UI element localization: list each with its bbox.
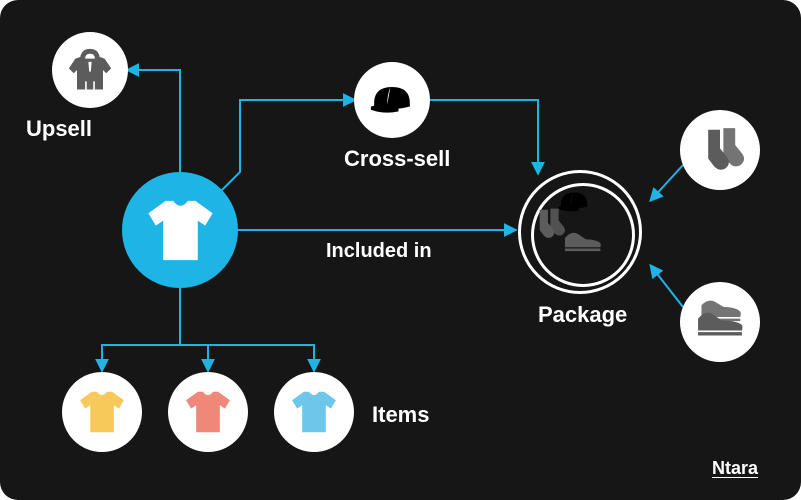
included_label: Included in: [326, 240, 432, 263]
cap-icon: [366, 74, 418, 126]
node-item1: [62, 372, 142, 452]
edge: [651, 266, 683, 307]
edge: [180, 288, 208, 370]
brand-text: Ntara: [712, 458, 758, 478]
edge: [180, 288, 314, 370]
package_label: Package: [538, 302, 627, 328]
hoodie-icon: [64, 44, 116, 96]
edge: [651, 165, 683, 200]
edge: [128, 70, 180, 172]
shoes-icon: [693, 295, 747, 349]
node-package: [518, 170, 642, 294]
brand-logo: Ntara: [712, 458, 758, 479]
tshirt-icon: [287, 385, 341, 439]
node-socks: [680, 110, 760, 190]
upsell_label: Upsell: [26, 116, 92, 142]
edge: [102, 288, 180, 370]
node-crosssell: [354, 62, 430, 138]
tshirt-white-icon: [141, 191, 220, 270]
diagram-canvas: UpsellCross-sellIncluded inPackageItems …: [0, 0, 801, 500]
items_label: Items: [372, 402, 429, 428]
socks-icon: [693, 123, 747, 177]
crosssell_label: Cross-sell: [344, 146, 450, 172]
node-upsell: [52, 32, 128, 108]
node-shoes: [680, 282, 760, 362]
node-item2: [168, 372, 248, 452]
package-item-icon: [561, 217, 603, 259]
edge: [222, 100, 354, 190]
node-central: [122, 172, 238, 288]
tshirt-icon: [181, 385, 235, 439]
tshirt-icon: [75, 385, 129, 439]
node-item3: [274, 372, 354, 452]
